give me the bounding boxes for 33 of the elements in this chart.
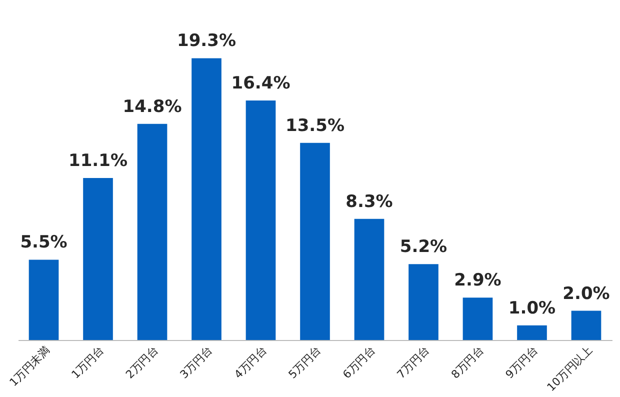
data-label: 1.0% [508, 298, 556, 318]
data-label: 16.4% [231, 74, 290, 94]
bar [28, 260, 59, 340]
x-tick-label: 5万円台 [286, 344, 324, 382]
bar [462, 298, 493, 340]
bar [192, 58, 222, 340]
x-tick-label: 10万円以上 [544, 344, 595, 394]
data-label: 5.2% [400, 237, 448, 258]
data-label: 2.9% [454, 270, 502, 291]
x-tick-label: 1万円台 [69, 344, 106, 382]
bar [246, 100, 276, 340]
bar [300, 142, 330, 340]
x-tick-label: 1万円未満 [7, 344, 52, 390]
bar [571, 310, 602, 340]
bar [83, 178, 113, 340]
x-tick-label: 8万円台 [448, 344, 486, 382]
x-tick-label: 4万円台 [232, 344, 270, 382]
x-tick-label: 7万円台 [394, 344, 432, 382]
data-label: 14.8% [122, 96, 182, 117]
x-tick-label: 2万円台 [123, 344, 161, 382]
data-label: 5.5% [20, 232, 68, 253]
data-label: 2.0% [562, 284, 610, 304]
x-tick-label: 9万円台 [502, 344, 540, 382]
bar [354, 218, 384, 340]
bar [137, 124, 168, 340]
data-label: 13.5% [286, 116, 344, 136]
data-label: 8.3% [346, 192, 393, 212]
x-tick-label: 3万円台 [178, 344, 215, 382]
bar [517, 325, 547, 340]
data-label: 19.3% [177, 31, 236, 52]
bar [408, 264, 438, 340]
x-tick-label: 6万円台 [340, 344, 378, 382]
data-label: 11.1% [68, 150, 128, 171]
